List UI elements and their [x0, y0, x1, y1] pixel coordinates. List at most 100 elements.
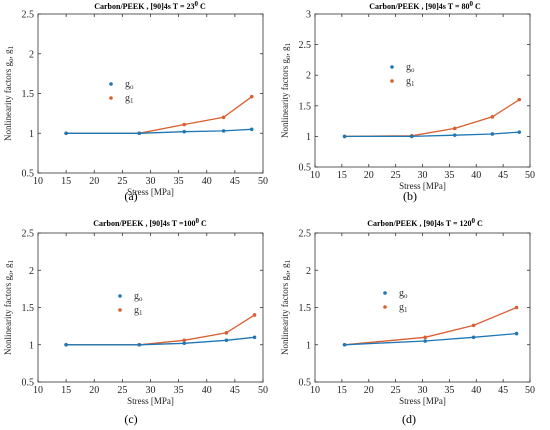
data-point-go [490, 132, 495, 136]
legend-marker-g1 [109, 96, 113, 100]
chart-panel-4: 10 15 20 25 30 35 40 45 50 0.5 1 1.5 2 2.5 Carbon/PEEK… [280, 217, 535, 426]
x-tick-label: 35 [444, 385, 454, 396]
x-tick-label: 10 [33, 176, 43, 187]
legend-marker-go [390, 65, 394, 69]
x-axis-label: Stress [MPa] [127, 396, 174, 406]
data-point-go [452, 133, 457, 137]
chart-panel-1: 10 15 20 25 30 35 40 45 50 0.5 1 1.5 2 2.5 Carbon/PEEK… [3, 0, 268, 203]
panel-caption: (d) [402, 412, 416, 426]
series-line-g1 [344, 306, 517, 346]
legend-marker-go [383, 291, 387, 295]
chart-title: Carbon/PEEK , [90]4s T =1000 C [93, 217, 207, 228]
legend-entry-g1: g1 [134, 305, 143, 317]
data-point-go [423, 339, 427, 343]
data-point-go [182, 129, 187, 134]
x-tick-label: 25 [117, 176, 127, 187]
y-tick-label: 2 [29, 266, 34, 277]
chart-panel-3: 10 15 20 25 30 35 40 45 50 0.5 1 1.5 2 2.5 Carbon/PEEK… [3, 217, 268, 426]
data-point-g1 [252, 313, 257, 317]
data-point-go [182, 341, 187, 346]
series-line-g1 [66, 96, 253, 134]
chart-title: Carbon/PEEK , [90]4s T = 1200 C [367, 217, 483, 228]
x-tick-label: 30 [418, 170, 428, 181]
data-point-g1 [452, 126, 457, 131]
x-tick-label: 30 [418, 385, 428, 396]
legend-entry-g1: g1 [125, 93, 134, 105]
x-tick-label: 50 [258, 385, 268, 396]
data-point-go [342, 342, 347, 347]
y-tick-label: 2 [306, 71, 311, 82]
plot-frame [314, 13, 531, 168]
data-point-g1 [182, 338, 187, 343]
x-tick-label: 20 [89, 176, 99, 187]
y-tick-label: 0.5 [22, 378, 35, 389]
x-tick-label: 10 [310, 385, 320, 396]
x-tick-label: 20 [364, 170, 374, 181]
legend-entry-go: go [125, 79, 134, 91]
data-point-go [471, 335, 476, 340]
y-tick-label: 0.5 [299, 163, 312, 174]
y-axis-label: Nonlinearity factors go, g1 [280, 43, 292, 138]
y-tick-label: 1 [306, 340, 311, 351]
data-point-go [64, 131, 68, 136]
chart-title: Carbon/PEEK , [90]4s T = 230 C [94, 0, 206, 11]
panel-caption: (b) [403, 189, 417, 203]
legend-entry-go: go [399, 288, 408, 300]
legend-entry-go: go [406, 62, 415, 74]
chart-title: Carbon/PEEK , [90]4s T = 800 C [369, 0, 481, 11]
x-tick-label: 15 [337, 385, 347, 396]
x-tick-label: 40 [202, 385, 212, 396]
x-tick-label: 40 [471, 385, 481, 396]
legend-entry-go: go [134, 291, 143, 303]
y-tick-label: 2.5 [299, 229, 312, 240]
y-tick-label: 2.5 [22, 229, 35, 240]
x-tick-label: 25 [391, 170, 401, 181]
y-tick-label: 1.5 [299, 101, 312, 112]
data-point-go [252, 335, 257, 340]
x-tick-label: 50 [525, 170, 535, 181]
x-tick-label: 10 [310, 170, 320, 181]
x-tick-label: 20 [364, 385, 374, 396]
data-point-go [409, 134, 414, 139]
y-axis-label: Nonlinearity factors go, g1 [3, 260, 15, 355]
y-tick-label: 2 [306, 266, 311, 277]
x-tick-label: 45 [498, 385, 508, 396]
x-tick-label: 40 [202, 176, 212, 187]
x-tick-label: 15 [337, 170, 347, 181]
data-point-go [517, 130, 522, 134]
x-tick-label: 50 [258, 176, 268, 187]
y-tick-label: 1 [306, 132, 311, 143]
data-point-go [249, 127, 254, 132]
data-point-g1 [490, 115, 495, 119]
y-tick-label: 0.5 [22, 169, 35, 180]
data-point-go [64, 342, 68, 347]
data-point-go [342, 134, 347, 139]
legend-entry-g1: g1 [406, 76, 415, 88]
x-tick-label: 50 [525, 385, 535, 396]
legend-marker-go [118, 294, 122, 298]
legend-marker-g1 [390, 79, 394, 83]
x-tick-label: 45 [230, 176, 240, 187]
x-tick-label: 45 [230, 385, 240, 396]
panel-caption: (a) [124, 189, 137, 203]
legend-marker-g1 [383, 305, 387, 309]
data-point-g1 [221, 115, 226, 120]
y-tick-label: 2 [29, 49, 34, 60]
x-tick-label: 25 [117, 385, 127, 396]
x-tick-label: 25 [391, 385, 401, 396]
panel-caption: (c) [124, 412, 137, 426]
data-point-go [221, 129, 226, 133]
y-tick-label: 1.5 [22, 303, 35, 314]
y-tick-label: 1 [29, 129, 34, 140]
y-tick-label: 3 [306, 10, 311, 21]
x-tick-label: 15 [61, 385, 71, 396]
x-tick-label: 10 [33, 385, 43, 396]
chart-panel-2: 10 15 20 25 30 35 40 45 50 0.5 1 1.5 2 2.5 3 Carbon/PEE… [280, 0, 535, 203]
series-line-go [344, 332, 517, 346]
data-point-g1 [423, 335, 427, 340]
y-axis-label: Nonlinearity factors go, g1 [3, 46, 15, 141]
x-tick-label: 30 [146, 176, 156, 187]
x-axis-label: Stress [MPa] [127, 187, 174, 197]
data-point-g1 [471, 323, 476, 328]
